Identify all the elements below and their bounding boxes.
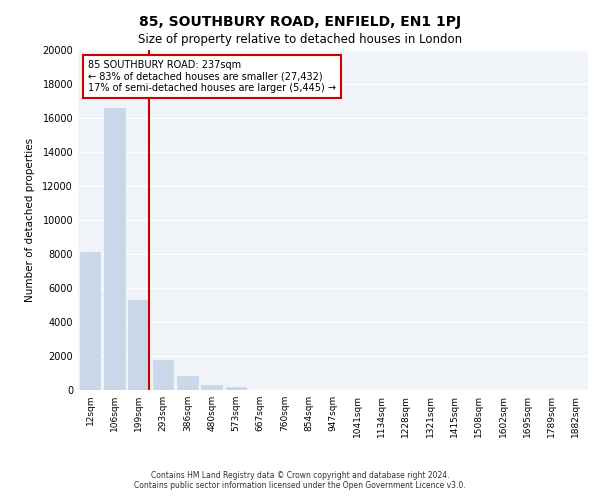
Bar: [128, 300, 149, 390]
Y-axis label: Number of detached properties: Number of detached properties: [25, 138, 35, 302]
Bar: [152, 360, 173, 390]
Bar: [104, 108, 125, 390]
Bar: [80, 252, 100, 390]
Text: 85 SOUTHBURY ROAD: 237sqm
← 83% of detached houses are smaller (27,432)
17% of s: 85 SOUTHBURY ROAD: 237sqm ← 83% of detac…: [88, 60, 336, 94]
Bar: [201, 385, 222, 390]
Bar: [226, 386, 246, 390]
Bar: [177, 376, 197, 390]
Text: 85, SOUTHBURY ROAD, ENFIELD, EN1 1PJ: 85, SOUTHBURY ROAD, ENFIELD, EN1 1PJ: [139, 15, 461, 29]
Text: Size of property relative to detached houses in London: Size of property relative to detached ho…: [138, 32, 462, 46]
Text: Contains HM Land Registry data © Crown copyright and database right 2024.
Contai: Contains HM Land Registry data © Crown c…: [134, 470, 466, 490]
